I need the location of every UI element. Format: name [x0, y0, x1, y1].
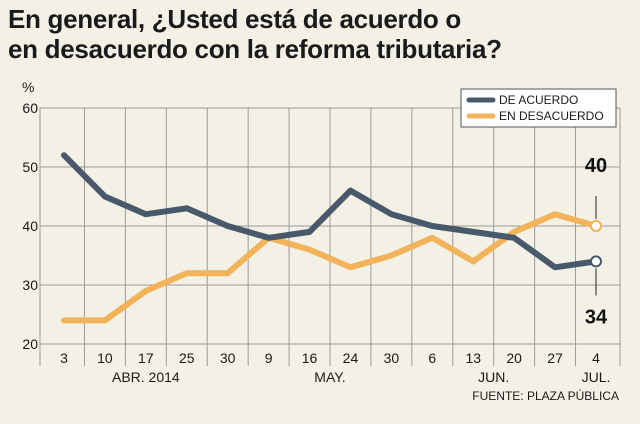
x-tick-8: 30: [384, 350, 400, 366]
x-tick-7: 24: [343, 350, 359, 366]
end-marker-desacuerdo: [590, 220, 602, 232]
y-axis-ticks: 20 30 40 50 60: [22, 100, 38, 352]
grid: [39, 107, 621, 366]
chart-title: En general, ¿Usted está de acuerdo o en …: [8, 4, 628, 64]
y-tick-40: 40: [22, 218, 38, 234]
y-tick-50: 50: [22, 159, 38, 175]
y-tick-30: 30: [22, 277, 38, 293]
source-note: FUENTE: PLAZA PÚBLICA: [472, 388, 619, 403]
x-tick-13: 4: [592, 350, 600, 366]
month-label-2: JUN.: [478, 369, 509, 385]
legend-box: [460, 88, 617, 128]
y-tick-20: 20: [22, 336, 38, 352]
x-tick-10: 13: [465, 350, 481, 366]
legend-label-acuerdo: DE ACUERDO: [499, 93, 578, 107]
end-label-desacuerdo: 40: [585, 155, 607, 177]
legend: DE ACUERDO EN DESACUERDO: [460, 88, 617, 128]
month-labels: ABR. 2014 MAY. JUN. JUL.: [112, 369, 610, 385]
end-markers: 40 34: [585, 155, 608, 328]
x-tick-6: 16: [302, 350, 318, 366]
x-tick-4: 30: [220, 350, 236, 366]
x-tick-3: 25: [179, 350, 195, 366]
x-tick-11: 20: [506, 350, 522, 366]
y-axis-label: %: [22, 79, 34, 95]
x-tick-9: 6: [428, 350, 436, 366]
title-line-2: en desacuerdo con la reforma tributaria?: [8, 34, 502, 64]
x-tick-1: 10: [97, 350, 113, 366]
x-tick-5: 9: [265, 350, 273, 366]
legend-label-desacuerdo: EN DESACUERDO: [499, 109, 604, 123]
month-label-1: MAY.: [314, 369, 345, 385]
end-marker-acuerdo: [590, 255, 602, 268]
y-tick-60: 60: [22, 100, 38, 116]
x-tick-0: 3: [60, 350, 68, 366]
x-tick-2: 17: [138, 350, 154, 366]
series-lines: [61, 152, 599, 324]
x-tick-12: 27: [547, 350, 563, 366]
month-label-3: JUL.: [582, 369, 611, 385]
end-label-acuerdo: 34: [585, 306, 608, 328]
title-line-1: En general, ¿Usted está de acuerdo o: [8, 4, 461, 34]
series-line-acuerdo: [61, 152, 599, 271]
x-axis-ticks: 3 10 17 25 30 9 16 24 30 6 13 20 27 4: [60, 350, 600, 366]
month-label-0: ABR. 2014: [112, 369, 180, 385]
